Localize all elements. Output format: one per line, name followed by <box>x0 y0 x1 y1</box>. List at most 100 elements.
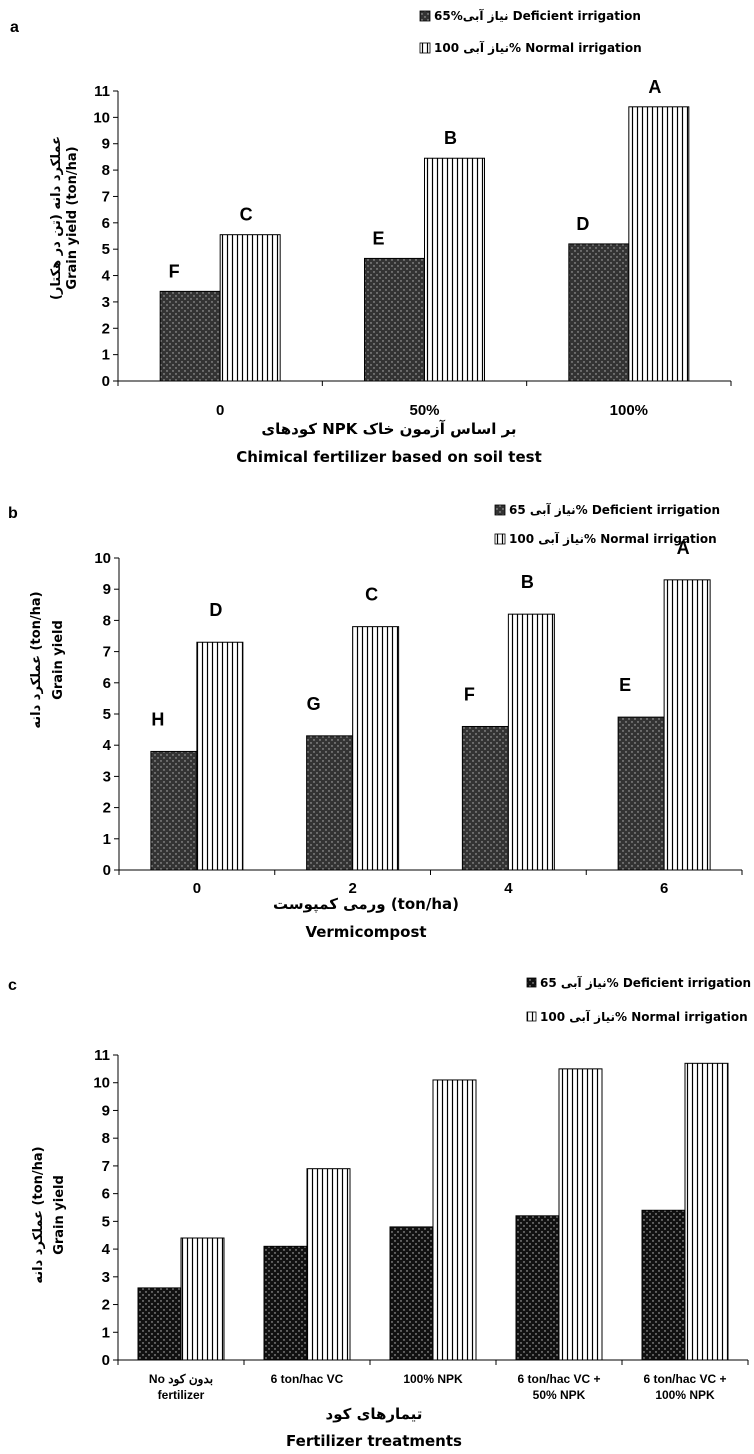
panel-letter-b: b <box>8 505 18 522</box>
y-tick-label: 0 <box>102 373 110 390</box>
y-tick-label: 10 <box>93 1075 110 1092</box>
x-tick-label: 100% NPK <box>403 1372 463 1386</box>
y-axis-label-b-line1: عملکرد دانه (ton/ha) <box>29 591 44 728</box>
bar-deficient-irrigation <box>389 1226 434 1361</box>
legend-b: نیاز آبی 65% Deficient irrigation نیاز آ… <box>494 502 720 546</box>
legend-label-normal: نیاز آبی 100% Normal irrigation <box>540 1009 748 1024</box>
chart-a: a نیاز آبی%65 Deficient irrigation نیاز … <box>10 8 732 466</box>
significance-letter: B <box>444 128 457 148</box>
x-tick-label: 0 <box>216 402 224 419</box>
significance-letter: G <box>307 694 321 714</box>
x-tick-label: 50% <box>409 402 439 419</box>
y-tick-label: 8 <box>102 162 110 179</box>
y-tick-label: 2 <box>103 800 111 817</box>
x-tick-label: 6 <box>660 880 668 897</box>
y-axis-label-a-line1: عملکرد دانه (تن در هکتار) <box>49 136 64 300</box>
x-tick-label: 6 ton/hac VC <box>271 1372 344 1386</box>
bar-deficient-irrigation <box>306 735 354 871</box>
y-axis-label-c-line2: Grain yield <box>52 1175 67 1255</box>
y-tick-label: 4 <box>102 1241 111 1258</box>
legend-c: نیاز آبی 65% Deficient irrigation نیاز آ… <box>526 975 751 1024</box>
bar-deficient-irrigation <box>461 725 509 871</box>
y-tick-label: 7 <box>102 1158 110 1175</box>
y-tick-label: 9 <box>103 581 111 598</box>
x-tick-label: 100% NPK <box>655 1388 715 1402</box>
legend-label-normal: نیاز آبی 100% Normal irrigation <box>434 40 642 55</box>
x-axis-label-b-line2: Vermicompost <box>305 923 426 941</box>
bar-deficient-irrigation <box>617 716 665 871</box>
x-axis-label-a-line1: کودهای NPK بر اساس آزمون خاک <box>261 420 516 438</box>
y-tick-label: 4 <box>103 737 112 754</box>
y-axis-label-b-line2: Grain yield <box>51 620 66 700</box>
y-tick-label: 3 <box>103 768 111 785</box>
y-tick-label: 8 <box>103 612 111 629</box>
legend-swatch-deficient <box>494 504 506 516</box>
y-axis-label-c-line1: عملکرد دانه (ton/ha) <box>31 1146 46 1283</box>
bar-deficient-irrigation <box>364 257 425 382</box>
legend-swatch-deficient <box>526 977 537 988</box>
bar-normal-irrigation <box>352 626 400 871</box>
bar-normal-irrigation <box>684 1062 729 1361</box>
legend-label-normal: نیاز آبی 100% Normal irrigation <box>509 531 717 546</box>
x-axis-label-b-line1: ورمی کمپوست (ton/ha) <box>273 895 459 914</box>
bar-normal-irrigation <box>558 1068 603 1361</box>
bar-normal-irrigation <box>628 106 690 382</box>
significance-letter: B <box>521 572 534 592</box>
y-tick-label: 9 <box>102 1102 110 1119</box>
bar-deficient-irrigation <box>137 1287 182 1361</box>
panel-letter-c: c <box>8 977 17 994</box>
x-tick-label: 2 <box>348 880 356 897</box>
x-tick-label: 100% <box>610 402 648 419</box>
y-tick-label: 1 <box>102 347 110 364</box>
x-tick-label: fertilizer <box>158 1388 205 1402</box>
y-tick-label: 1 <box>103 831 111 848</box>
y-tick-label: 10 <box>94 550 111 567</box>
x-tick-label: 50% NPK <box>533 1388 586 1402</box>
y-tick-label: 2 <box>102 1297 110 1314</box>
significance-letter: A <box>648 77 661 97</box>
x-axis-label-c-line2: Fertilizer treatments <box>286 1432 462 1450</box>
x-axis-label-a-line2: Chimical fertilizer based on soil test <box>236 448 542 466</box>
bar-deficient-irrigation <box>568 243 630 382</box>
x-tick-label: 0 <box>193 880 201 897</box>
panel-letter-a: a <box>10 19 19 36</box>
chart-c: c نیاز آبی 65% Deficient irrigation نیاز… <box>8 975 751 1450</box>
y-tick-label: 9 <box>102 136 110 153</box>
bar-normal-irrigation <box>424 157 485 382</box>
significance-letter: E <box>619 675 631 695</box>
y-tick-label: 8 <box>102 1130 110 1147</box>
bar-deficient-irrigation <box>263 1245 308 1361</box>
y-tick-label: 6 <box>102 1186 110 1203</box>
y-tick-label: 3 <box>102 1269 110 1286</box>
bar-normal-irrigation <box>432 1079 477 1361</box>
legend-label-deficient: نیاز آبی%65 Deficient irrigation <box>434 8 641 23</box>
bars-c <box>137 1062 729 1361</box>
legend-swatch-normal <box>494 533 506 545</box>
y-axis-label-a-line2: Grain yield (ton/ha) <box>65 146 80 289</box>
bar-normal-irrigation <box>196 641 244 871</box>
y-tick-label: 6 <box>103 675 111 692</box>
y-tick-label: 10 <box>93 109 110 126</box>
y-tick-label: 11 <box>94 83 110 100</box>
bar-normal-irrigation <box>663 579 711 871</box>
y-tick-label: 4 <box>102 268 111 285</box>
x-tick-label: 4 <box>504 880 513 897</box>
bar-normal-irrigation <box>306 1168 351 1361</box>
significance-letter: H <box>151 709 164 729</box>
legend-swatch-deficient <box>419 10 431 22</box>
legend-label-deficient: نیاز آبی 65% Deficient irrigation <box>540 975 751 990</box>
significance-letter: C <box>365 585 378 605</box>
significance-letter: D <box>209 600 222 620</box>
significance-letter: A <box>677 538 690 558</box>
bar-normal-irrigation <box>219 234 281 382</box>
y-tick-label: 7 <box>102 188 110 205</box>
legend-label-deficient: نیاز آبی 65% Deficient irrigation <box>509 502 720 517</box>
bar-deficient-irrigation <box>515 1215 560 1361</box>
significance-letter: C <box>240 205 253 225</box>
y-tick-label: 0 <box>103 862 111 879</box>
legend-swatch-normal <box>526 1011 537 1022</box>
legend-swatch-normal <box>419 42 431 54</box>
y-tick-label: 11 <box>94 1047 110 1064</box>
chart-b: b نیاز آبی 65% Deficient irrigation نیاز… <box>8 502 743 941</box>
y-tick-label: 5 <box>102 1213 110 1230</box>
